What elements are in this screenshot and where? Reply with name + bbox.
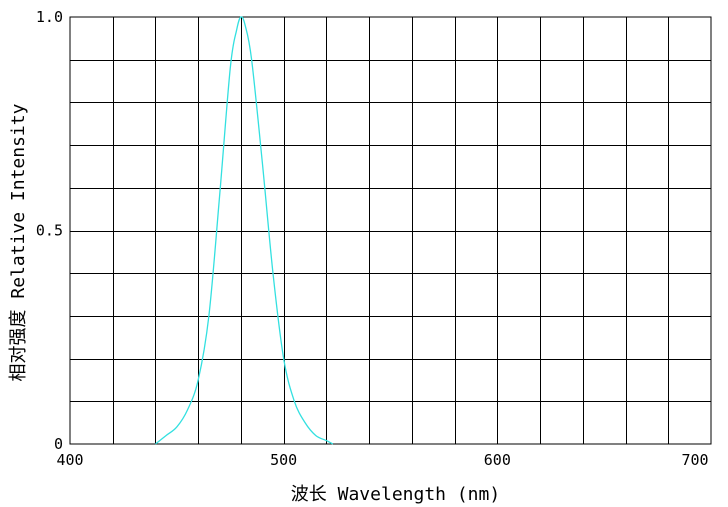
grid-lines (70, 17, 711, 444)
x-axis-title: 波长 Wavelength (nm) (291, 484, 500, 505)
series-layer (155, 16, 334, 445)
y-axis-title: 相对强度 Relative Intensity (8, 103, 29, 381)
x-tick-label: 500 (270, 451, 297, 469)
y-tick-label: 0 (54, 435, 63, 453)
x-tick-label: 600 (484, 451, 511, 469)
x-tick-label: 400 (56, 451, 83, 469)
y-tick-label: 0.5 (36, 222, 63, 240)
spectrum-curve (155, 16, 334, 445)
y-tick-label: 1.0 (36, 8, 63, 26)
tick-labels: 400 500 600 700 0 0.5 1.0 (36, 8, 709, 469)
plot-frame (69, 16, 712, 445)
x-tick-label: 700 (681, 451, 708, 469)
